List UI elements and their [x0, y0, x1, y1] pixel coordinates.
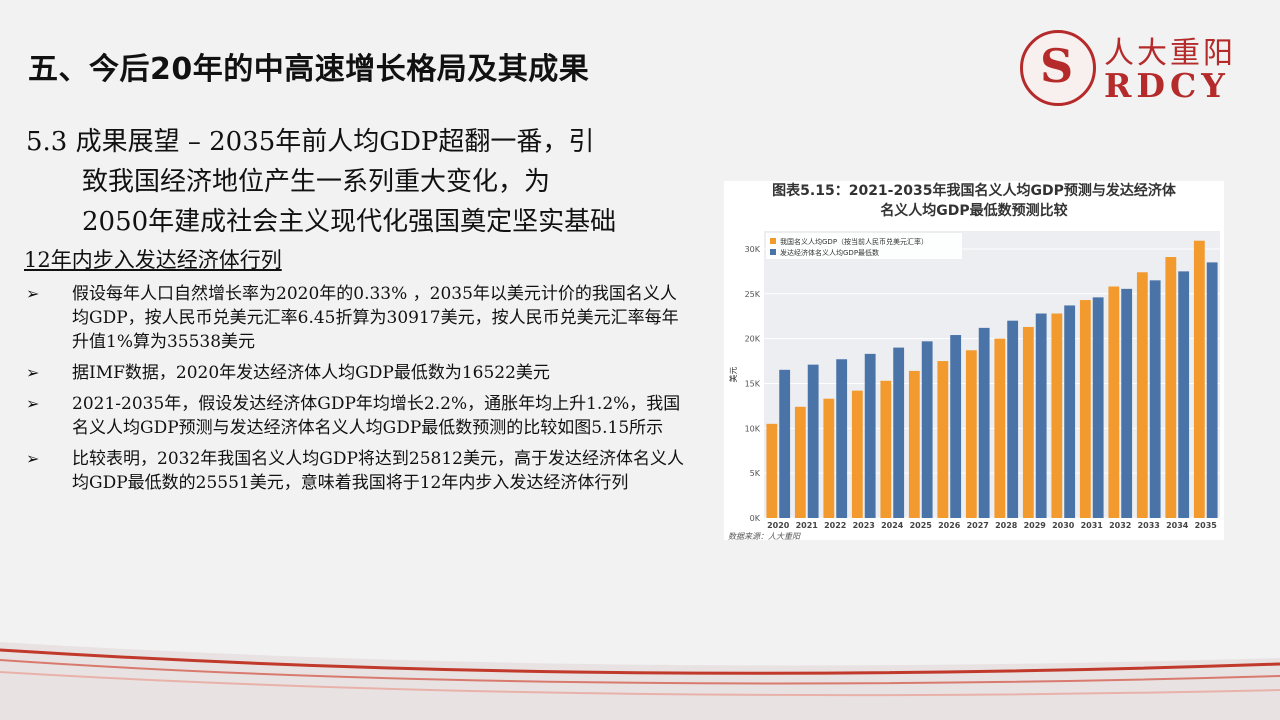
- bar-developed: [1206, 262, 1218, 518]
- bar-china: [937, 361, 949, 518]
- y-tick-label: 20K: [745, 335, 761, 344]
- chart-card: 图表5.15：2021-2035年我国名义人均GDP预测与发达经济体 名义人均G…: [724, 181, 1224, 541]
- x-tick-label: 2023: [853, 521, 875, 530]
- legend-swatch: [770, 249, 776, 255]
- bar-developed: [864, 353, 876, 518]
- x-tick-label: 2033: [1138, 521, 1160, 530]
- bar-developed: [893, 347, 905, 518]
- bar-developed: [1178, 271, 1190, 518]
- x-tick-label: 2031: [1081, 521, 1104, 530]
- chart-source: 数据来源：人大重阳: [728, 532, 800, 541]
- x-tick-label: 2035: [1195, 521, 1218, 530]
- bar-china: [994, 338, 1006, 518]
- bar-developed: [807, 364, 819, 518]
- x-tick-label: 2021: [796, 521, 819, 530]
- y-tick-label: 10K: [745, 424, 761, 433]
- bar-china: [965, 350, 977, 518]
- bar-china: [1079, 300, 1091, 518]
- bar-china: [1051, 313, 1063, 518]
- bullet-text: 比较表明，2032年我国名义人均GDP将达到25812美元，高于发达经济体名义人…: [72, 449, 684, 493]
- bar-developed: [950, 335, 962, 518]
- bar-chart: 0K 5K 10K 15K 20K 25K 30K 美元 2020 2021 2022 2023 202…: [728, 231, 1220, 530]
- logo-emblem: S: [1020, 30, 1096, 106]
- bar-developed: [1035, 313, 1047, 518]
- x-tick-label: 2027: [967, 521, 989, 530]
- bar-developed: [1007, 320, 1019, 518]
- bar-china: [794, 406, 806, 518]
- x-tick-label: 2026: [938, 521, 961, 530]
- bar-developed: [978, 327, 990, 518]
- bullet-text: 假设每年人口自然增长率为2020年的0.33% ，2035年以美元计价的我国名义…: [72, 284, 679, 352]
- y-tick-label: 25K: [745, 290, 761, 299]
- x-tick-label: 2025: [910, 521, 933, 530]
- decorative-wave: [0, 642, 1280, 720]
- chart-title-line: 名义人均GDP最低数预测比较: [880, 203, 1068, 219]
- bar-china: [823, 398, 835, 518]
- bullet-list: ➢ 假设每年人口自然增长率为2020年的0.33% ，2035年以美元计价的我国名…: [24, 282, 684, 502]
- x-tick-label: 2034: [1166, 521, 1189, 530]
- bullet-text: 据IMF数据，2020年发达经济体人均GDP最低数为16522美元: [72, 363, 550, 383]
- rdcy-logo: S 人大重阳 RDCY: [1020, 26, 1245, 106]
- subtitle: 5.3 成果展望 – 2035年前人均GDP超翻一番，引 致我国经济地位产生一系…: [26, 122, 706, 242]
- bar-china: [851, 390, 863, 518]
- bar-developed: [836, 359, 848, 518]
- bar-developed: [1121, 288, 1133, 518]
- legend-label: 我国名义人均GDP（按当前人民币兑美元汇率）: [780, 237, 928, 246]
- subtitle-line: 致我国经济地位产生一系列重大变化，为: [82, 167, 551, 197]
- arrow-bullet-icon: ➢: [26, 449, 40, 468]
- bar-china: [1165, 257, 1177, 518]
- section-title: 12年内步入发达经济体行列: [24, 248, 282, 272]
- bar-china: [1108, 286, 1120, 518]
- bullet-item: ➢ 据IMF数据，2020年发达经济体人均GDP最低数为16522美元: [24, 361, 684, 385]
- x-tick-label: 2024: [881, 521, 904, 530]
- y-tick-label: 5K: [750, 469, 761, 478]
- x-tick-label: 2030: [1052, 521, 1075, 530]
- bullet-item: ➢ 比较表明，2032年我国名义人均GDP将达到25812美元，高于发达经济体名义…: [24, 447, 684, 495]
- subtitle-line: 2050年建成社会主义现代化强国奠定坚实基础: [82, 207, 617, 237]
- y-tick-label: 30K: [745, 245, 761, 254]
- bar-developed: [1092, 297, 1104, 518]
- legend-box: [766, 233, 962, 259]
- arrow-bullet-icon: ➢: [26, 363, 40, 382]
- arrow-bullet-icon: ➢: [26, 394, 40, 413]
- x-tick-label: 2029: [1024, 521, 1047, 530]
- x-tick-label: 2022: [824, 521, 846, 530]
- chart-title: 图表5.15：2021-2035年我国名义人均GDP预测与发达经济体 名义人均G…: [724, 181, 1224, 221]
- bar-china: [1193, 240, 1205, 518]
- legend-label: 发达经济体名义人均GDP最低数: [780, 248, 879, 257]
- bar-china: [766, 423, 778, 518]
- logo-chinese-text: 人大重阳: [1104, 36, 1236, 71]
- x-tick-label: 2020: [767, 521, 790, 530]
- y-tick-label: 15K: [745, 379, 761, 388]
- y-tick-label: 0K: [750, 514, 761, 523]
- bar-china: [1136, 272, 1148, 518]
- bar-china: [908, 370, 920, 518]
- chart-title-line: 图表5.15：2021-2035年我国名义人均GDP预测与发达经济体: [772, 183, 1176, 199]
- slide-title: 五、今后20年的中高速增长格局及其成果: [28, 52, 590, 87]
- x-tick-label: 2028: [995, 521, 1018, 530]
- bar-developed: [1149, 280, 1161, 518]
- bar-developed: [1064, 305, 1076, 518]
- y-axis-label: 美元: [728, 367, 738, 383]
- bar-developed: [779, 369, 791, 518]
- bullet-item: ➢ 2021-2035年，假设发达经济体GDP年均增长2.2%，通胀年均上升1.2…: [24, 392, 684, 440]
- bar-developed: [921, 341, 933, 518]
- bullet-text: 2021-2035年，假设发达经济体GDP年均增长2.2%，通胀年均上升1.2%…: [72, 394, 681, 438]
- bar-china: [1022, 326, 1034, 518]
- arrow-bullet-icon: ➢: [26, 284, 40, 303]
- subtitle-line: 5.3 成果展望 – 2035年前人均GDP超翻一番，引: [26, 127, 595, 157]
- bullet-item: ➢ 假设每年人口自然增长率为2020年的0.33% ，2035年以美元计价的我国名…: [24, 282, 684, 354]
- bar-china: [880, 380, 892, 518]
- logo-english-text: RDCY: [1104, 66, 1230, 105]
- legend-swatch: [770, 238, 776, 244]
- x-tick-label: 2032: [1109, 521, 1131, 530]
